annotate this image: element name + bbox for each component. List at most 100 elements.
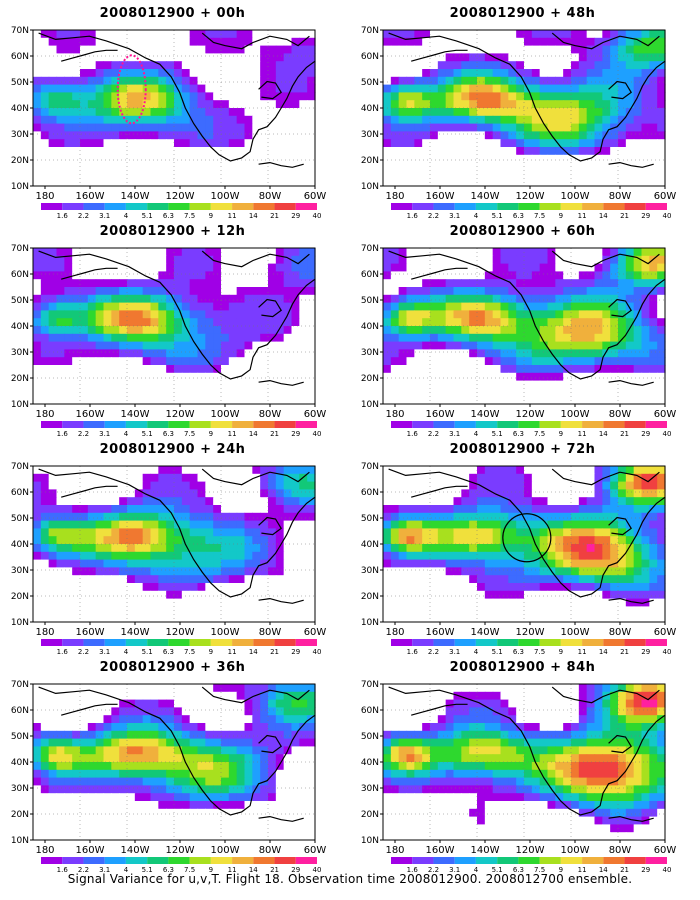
y-tick-label: 40N <box>361 322 379 332</box>
y-tick-label: 70N <box>361 462 379 472</box>
colorbar-swatch <box>147 857 169 864</box>
coastline <box>61 485 118 498</box>
x-tick-label: 180 <box>385 627 404 638</box>
y-tick-label: 60N <box>11 488 29 498</box>
coastline <box>608 298 632 318</box>
colorbar-label: 7.5 <box>534 866 545 874</box>
colorbar-label: 1.6 <box>407 866 419 874</box>
colorbar-label: 3.1 <box>99 430 110 438</box>
colorbar-label: 5.1 <box>142 648 153 656</box>
colorbar-swatch <box>582 857 604 864</box>
colorbar-swatch <box>475 857 498 864</box>
y-tick-label: 50N <box>361 732 379 742</box>
colorbar-label: 14 <box>249 430 258 438</box>
colorbar-label: 3.1 <box>449 212 460 220</box>
y-tick-label: 70N <box>11 462 29 472</box>
map-plot: 70N 60N 50N 40N 30N 20N 10N 180 160W 140W 120W 100W… <box>361 462 677 656</box>
map-panel: 2008012900 + 48h 70N 60N 50N 40N 30N 20N 10N 180… <box>350 6 695 224</box>
x-tick-label: 160W <box>426 627 455 638</box>
colorbar-label: 11 <box>578 212 587 220</box>
colorbar-label: 21 <box>270 430 279 438</box>
colorbar-swatch <box>125 857 148 864</box>
colorbar-swatch <box>83 639 105 646</box>
coastline <box>608 379 654 386</box>
x-tick-label: 60W <box>654 627 677 638</box>
coastline <box>258 161 304 168</box>
x-tick-label: 140W <box>121 409 150 420</box>
panel-title: 2008012900 + 00h <box>99 6 246 21</box>
colorbar-swatch <box>518 857 540 864</box>
coastline <box>551 686 660 704</box>
colorbar-swatch <box>274 639 296 646</box>
map-plot: 70N 60N 50N 40N 30N 20N 10N 180 160W 140W 120W 100W… <box>11 26 327 220</box>
y-tick-label: 60N <box>11 270 29 280</box>
y-tick-label: 50N <box>11 78 29 88</box>
colorbar-swatch <box>83 421 105 428</box>
colorbar-label: 14 <box>599 430 608 438</box>
panel-title: 2008012900 + 60h <box>449 224 596 239</box>
colorbar-swatch <box>497 203 519 210</box>
colorbar-swatch <box>210 857 233 864</box>
colorbar-swatch <box>62 421 84 428</box>
variance-field <box>33 248 316 405</box>
colorbar-label: 1.6 <box>57 430 69 438</box>
y-tick-label: 60N <box>361 52 379 62</box>
colorbar-swatch <box>539 639 561 646</box>
x-tick-label: 160W <box>426 845 455 856</box>
colorbar-label: 5.1 <box>492 866 503 874</box>
y-tick-label: 70N <box>11 244 29 254</box>
coastline <box>608 80 632 100</box>
colorbar-label: 4 <box>474 212 479 220</box>
x-tick-label: 100W <box>561 191 590 202</box>
colorbar-label: 9 <box>209 648 213 656</box>
colorbar-swatch <box>295 857 317 864</box>
colorbar-label: 4 <box>474 648 479 656</box>
coastline <box>411 485 468 498</box>
y-tick-label: 70N <box>11 680 29 690</box>
variance-field <box>33 466 316 623</box>
x-tick-label: 140W <box>471 409 500 420</box>
y-tick-label: 50N <box>11 514 29 524</box>
colorbar-label: 29 <box>291 866 300 874</box>
colorbar-label: 21 <box>620 866 629 874</box>
colorbar-label: 3.1 <box>99 866 110 874</box>
x-tick-label: 120W <box>516 845 545 856</box>
colorbar-label: 14 <box>599 648 608 656</box>
y-tick-label: 30N <box>11 130 29 140</box>
y-tick-label: 40N <box>11 540 29 550</box>
colorbar-swatch <box>391 857 413 864</box>
colorbar-swatch <box>253 203 275 210</box>
colorbar-label: 5.1 <box>142 430 153 438</box>
colorbar-swatch <box>433 857 455 864</box>
map-plot: 70N 60N 50N 40N 30N 20N 10N 180 160W 140W 120W 100W… <box>361 680 677 874</box>
y-tick-label: 40N <box>11 322 29 332</box>
colorbar-swatch <box>253 639 275 646</box>
colorbar-swatch <box>168 203 190 210</box>
colorbar-label: 7.5 <box>184 866 195 874</box>
colorbar-label: 1.6 <box>57 648 69 656</box>
colorbar-label: 6.3 <box>513 866 524 874</box>
x-tick-label: 140W <box>471 627 500 638</box>
coastline <box>61 49 118 62</box>
colorbar-swatch <box>560 421 583 428</box>
x-tick-label: 180 <box>385 409 404 420</box>
y-tick-label: 70N <box>361 244 379 254</box>
colorbar-label: 2.2 <box>78 212 89 220</box>
colorbar-swatch <box>62 639 84 646</box>
y-tick-label: 10N <box>361 182 379 192</box>
x-tick-label: 120W <box>166 845 195 856</box>
colorbar-swatch <box>274 857 296 864</box>
colorbar-label: 1.6 <box>57 212 69 220</box>
colorbar-swatch <box>189 639 211 646</box>
colorbar-swatch <box>624 203 646 210</box>
colorbar-label: 4 <box>474 430 479 438</box>
colorbar-label: 2.2 <box>78 866 89 874</box>
coastline <box>258 815 304 822</box>
colorbar-swatch <box>41 639 63 646</box>
coastline <box>38 686 316 816</box>
coastline <box>201 468 310 486</box>
panel-title: 2008012900 + 12h <box>99 224 246 239</box>
y-tick-label: 10N <box>11 836 29 846</box>
x-tick-label: 80W <box>609 627 632 638</box>
colorbar-swatch <box>210 421 233 428</box>
